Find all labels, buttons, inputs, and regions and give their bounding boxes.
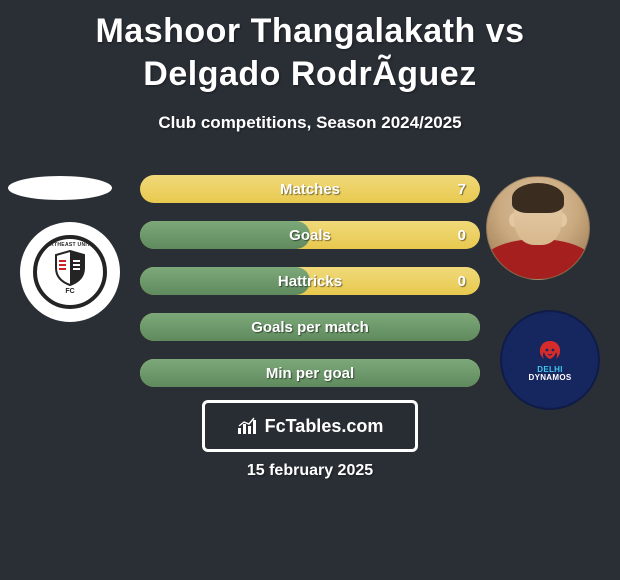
stat-label: Hattricks — [278, 273, 342, 290]
player-right-avatar — [486, 176, 590, 280]
stat-label: Min per goal — [266, 365, 354, 382]
stat-value: 7 — [458, 175, 466, 203]
stats-container: Matches 7 Goals 0 Hattricks 0 Goals per … — [140, 175, 480, 405]
stat-label: Goals per match — [251, 319, 369, 336]
bar-chart-icon — [237, 417, 259, 435]
comparison-subtitle: Club competitions, Season 2024/2025 — [0, 113, 620, 133]
club-left-top-text: NORTHEAST UNITED — [42, 242, 98, 248]
watermark-text: FcTables.com — [265, 416, 384, 437]
comparison-title: Mashoor Thangalakath vs Delgado RodrÃ­gu… — [0, 0, 620, 95]
club-badge-left-inner: NORTHEAST UNITED FC — [33, 235, 107, 309]
club-badge-right: DELHI DYNAMOS — [500, 310, 600, 410]
club-left-shield-icon — [53, 250, 87, 286]
stat-label: Matches — [280, 181, 340, 198]
club-right-line2: DYNAMOS — [529, 374, 572, 382]
player-left-placeholder — [8, 176, 112, 200]
stat-row: Hattricks 0 — [140, 267, 480, 295]
stat-row: Min per goal — [140, 359, 480, 387]
stat-label: Goals — [289, 227, 331, 244]
stat-value: 0 — [458, 221, 466, 249]
watermark: FcTables.com — [202, 400, 418, 452]
comparison-date: 15 february 2025 — [0, 462, 620, 480]
lion-icon — [536, 339, 564, 363]
stat-row: Goals 0 — [140, 221, 480, 249]
stat-row: Goals per match — [140, 313, 480, 341]
stat-row: Matches 7 — [140, 175, 480, 203]
club-left-bottom-text: FC — [65, 288, 74, 295]
stat-value: 0 — [458, 267, 466, 295]
club-badge-left: NORTHEAST UNITED FC — [20, 222, 120, 322]
